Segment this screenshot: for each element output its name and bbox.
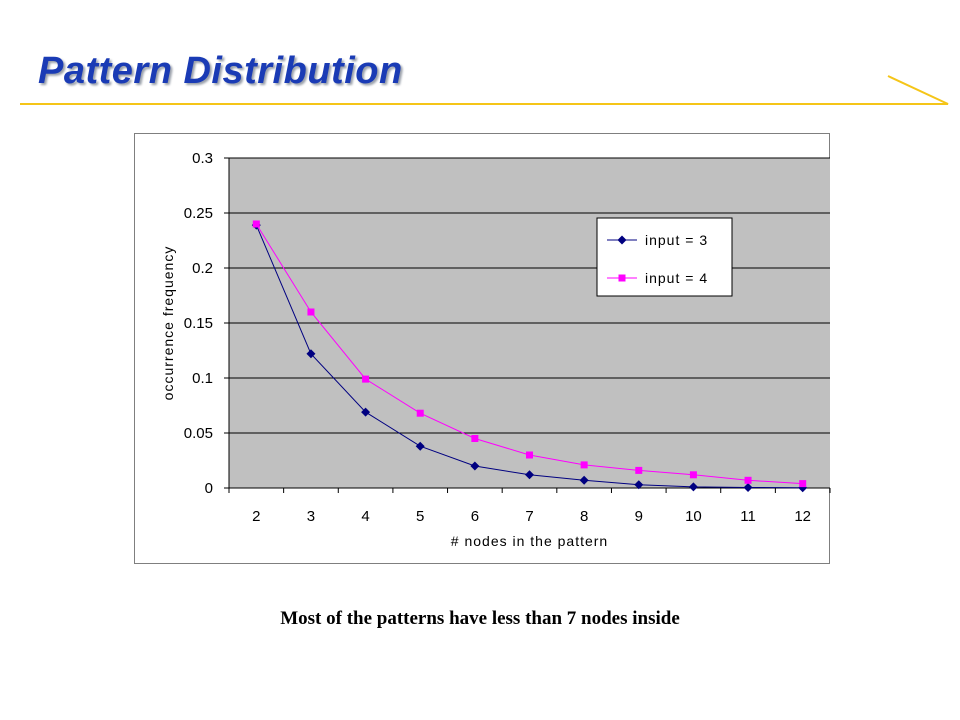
x-tick-label: 2 <box>252 508 260 525</box>
line-chart: 0 0.05 0.1 0.15 0.2 0.25 0.3 2 3 4 5 6 7 8 9 10 11 12 # … <box>160 150 831 549</box>
data-point <box>416 409 424 417</box>
data-point <box>306 349 316 359</box>
data-point <box>252 220 260 228</box>
legend: input = 3 input = 4 <box>596 217 733 297</box>
x-tick-label: 12 <box>794 508 811 525</box>
chart-frame: 0 0.05 0.1 0.15 0.2 0.25 0.3 2 3 4 5 6 7 8 9 10 11 12 # … <box>134 133 831 564</box>
y-tick-label: 0.05 <box>184 425 213 442</box>
data-point <box>799 480 807 488</box>
data-point <box>635 466 643 474</box>
data-point <box>470 461 480 471</box>
slide-caption: Most of the patterns have less than 7 no… <box>280 608 680 629</box>
data-point <box>526 451 533 459</box>
x-axis-ticks: 2 3 4 5 6 7 8 9 10 11 12 <box>228 488 831 525</box>
series-2 <box>252 220 807 488</box>
x-tick-label: 10 <box>685 508 702 525</box>
data-point <box>689 471 697 479</box>
data-point <box>688 482 698 492</box>
data-point <box>307 308 315 316</box>
title-underline <box>20 75 949 105</box>
legend-label: input = 4 <box>645 270 708 286</box>
x-tick-label: 6 <box>471 508 479 525</box>
y-axis-label: occurrence frequency <box>160 246 176 401</box>
y-axis-ticks: 0 0.05 0.1 0.15 0.2 0.25 0.3 <box>184 150 229 497</box>
data-point <box>361 407 371 417</box>
y-tick-label: 0.1 <box>192 370 213 387</box>
legend-marker <box>618 274 626 282</box>
y-tick-label: 0 <box>205 480 213 497</box>
y-tick-label: 0.25 <box>184 205 213 222</box>
y-tick-label: 0.15 <box>184 315 213 332</box>
page-title: Pattern Distribution <box>38 50 403 92</box>
y-tick-label: 0.2 <box>192 260 213 277</box>
legend-marker <box>617 235 627 245</box>
data-point <box>743 482 753 492</box>
data-point <box>580 461 588 469</box>
x-tick-label: 11 <box>740 508 756 525</box>
series-layer <box>251 220 808 493</box>
x-axis-label: # nodes in the pattern <box>451 533 608 549</box>
x-tick-label: 5 <box>416 508 424 525</box>
data-point <box>634 480 644 490</box>
series-1 <box>251 220 808 493</box>
x-tick-label: 4 <box>361 508 369 525</box>
data-point <box>525 470 534 480</box>
y-tick-label: 0.3 <box>192 150 213 167</box>
data-point <box>362 375 370 383</box>
gridlines <box>228 157 830 489</box>
legend-box <box>596 217 733 297</box>
data-point <box>471 435 479 442</box>
x-tick-label: 3 <box>307 508 315 525</box>
data-point <box>744 476 752 484</box>
x-tick-label: 8 <box>580 508 588 525</box>
x-tick-label: 9 <box>635 508 643 525</box>
data-point <box>579 475 589 485</box>
data-point <box>415 441 425 451</box>
legend-label: input = 3 <box>645 232 708 248</box>
x-tick-label: 7 <box>525 508 533 525</box>
